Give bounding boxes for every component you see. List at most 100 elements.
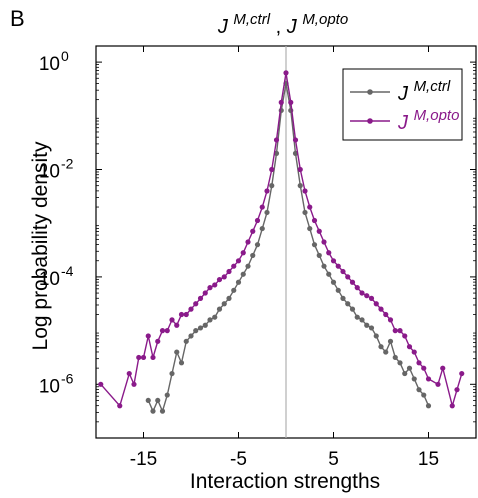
series-1-point — [302, 188, 308, 194]
series-0-point — [207, 317, 213, 323]
series-0-point — [297, 183, 303, 189]
series-0-point — [197, 325, 204, 331]
series-0-point — [397, 360, 403, 366]
series-0-point — [178, 360, 185, 366]
series-0-point — [169, 370, 175, 377]
series-1-point — [459, 370, 465, 377]
title-sup-2: M,opto — [302, 11, 348, 28]
legend-label-ctrl: J M,ctrl — [397, 78, 451, 105]
series-1-point — [174, 322, 180, 328]
y-tick-label: 100 — [39, 48, 69, 75]
series-1-point — [335, 263, 341, 269]
series-layer — [98, 70, 465, 414]
legend-marker-opto — [367, 118, 373, 124]
series-1-point — [240, 250, 246, 256]
series-1-point — [226, 268, 232, 275]
series-0-point — [240, 271, 246, 277]
series-1-point — [126, 370, 132, 377]
series-1-point — [250, 228, 256, 234]
series-0-point — [335, 287, 341, 293]
series-1-point — [449, 403, 455, 409]
series-1-point — [288, 99, 294, 105]
series-0-point — [155, 397, 161, 404]
series-1-point — [387, 317, 394, 323]
series-1-point — [145, 333, 151, 339]
series-1-point — [245, 239, 251, 245]
y-tick-base: 10 — [39, 162, 60, 183]
x-tick-label: 5 — [328, 449, 339, 470]
series-1-point — [264, 188, 270, 194]
series-1-point — [216, 276, 223, 283]
series-1-point — [140, 354, 147, 361]
series-1-point — [98, 381, 104, 387]
series-0-point — [193, 328, 199, 334]
y-tick-label: 10-6 — [39, 370, 74, 397]
series-1-point — [188, 306, 194, 312]
series-1-point — [406, 344, 413, 350]
series-1-point — [345, 274, 351, 280]
series-1-point — [221, 274, 227, 280]
series-1-point — [278, 99, 284, 105]
series-0-point — [349, 306, 356, 312]
series-0-point — [378, 344, 384, 350]
series-1-point — [402, 333, 408, 339]
series-1-point — [330, 258, 337, 264]
series-1-point — [254, 217, 261, 224]
series-0-point — [216, 306, 223, 312]
series-0-point — [326, 271, 332, 277]
series-1-point — [316, 228, 322, 234]
series-0-point — [231, 287, 237, 293]
series-1-point — [136, 354, 142, 361]
series-0-point — [359, 317, 365, 323]
series-0-point — [221, 301, 227, 307]
series-1-point — [164, 328, 170, 334]
series-1-point — [311, 217, 318, 224]
series-1-point — [193, 301, 199, 307]
series-0-point — [368, 325, 375, 331]
series-0-point — [235, 279, 242, 285]
series-0-point — [145, 397, 151, 404]
x-tick-label: 15 — [418, 449, 439, 470]
series-0-point — [411, 376, 417, 382]
series-0-point — [383, 349, 389, 355]
series-0-point — [421, 392, 427, 398]
x-axis-ticks: -15 -5 5 15 — [130, 46, 439, 470]
series-0-point — [416, 387, 422, 393]
y-tick-exponent: -4 — [61, 263, 74, 279]
series-1-point — [202, 290, 208, 296]
y-tick-base: 10 — [39, 376, 60, 397]
series-1-point — [397, 328, 403, 334]
series-0-point — [254, 242, 261, 248]
series-1-point — [425, 376, 432, 382]
series-0-point — [340, 295, 346, 301]
series-0-point — [183, 338, 189, 344]
series-1-point — [207, 285, 213, 291]
series-1-point — [283, 70, 289, 76]
legend-marker-ctrl — [367, 89, 373, 95]
series-1-point — [326, 250, 332, 256]
series-0-point — [307, 225, 313, 232]
y-tick-base: 10 — [39, 269, 60, 290]
series-1-point — [411, 349, 417, 355]
series-1-point — [349, 279, 356, 285]
series-1-point — [131, 381, 137, 387]
series-0-point — [311, 242, 318, 248]
series-0-point — [316, 252, 322, 259]
series-1-point — [292, 137, 299, 143]
series-0-point — [406, 365, 413, 371]
y-tick-base: 10 — [39, 54, 60, 75]
series-1-point — [269, 166, 275, 173]
series-0-point — [202, 322, 208, 328]
series-1-point — [231, 263, 237, 269]
legend-base-ctrl: J — [397, 83, 409, 105]
y-tick-exponent: 0 — [61, 48, 69, 64]
series-0-point — [402, 370, 408, 377]
series-1-point — [359, 290, 365, 296]
legend: J M,ctrl J M,opto — [342, 68, 463, 141]
series-1-point — [435, 381, 441, 387]
series-0-point — [226, 295, 232, 301]
series-1-point — [440, 365, 446, 371]
series-0-point — [373, 333, 379, 339]
series-1-point — [421, 365, 427, 371]
